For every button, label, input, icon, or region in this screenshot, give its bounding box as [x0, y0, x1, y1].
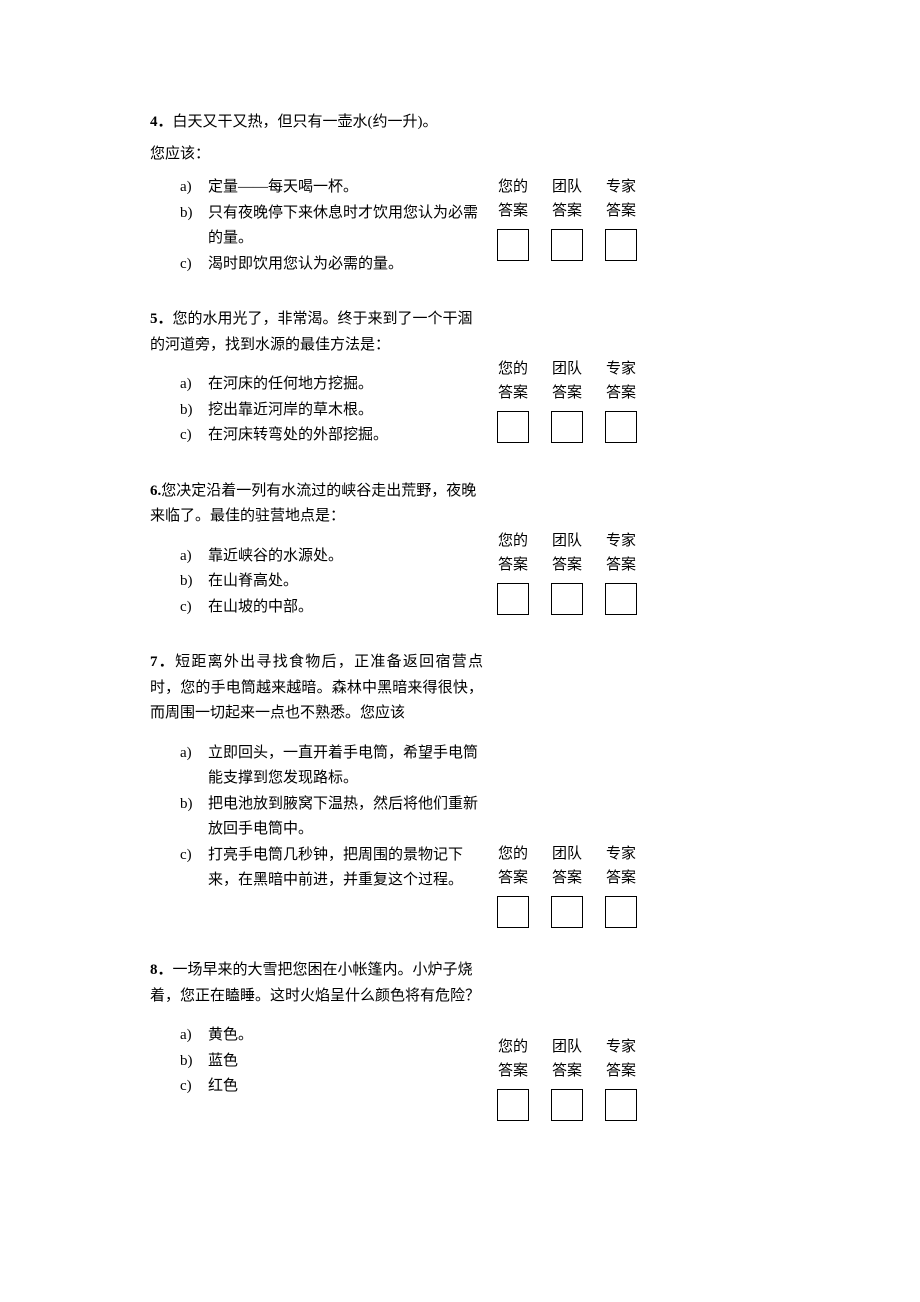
answer-box-team[interactable]	[551, 411, 583, 443]
answer-box-team[interactable]	[551, 1089, 583, 1121]
answer-col-team: 团队 答案	[549, 529, 585, 615]
question-number: 4．	[150, 114, 173, 130]
question-stem: 5．您的水用光了，非常渴。终于来到了一个干涸的河道旁，找到水源的最佳方法是：	[150, 307, 483, 358]
question-4: 4．白天又干又热，但只有一壶水(约一升)。 您应该： a) 定量——每天喝一杯。…	[150, 110, 775, 277]
options-list: a) 靠近峡谷的水源处。 b) 在山脊高处。 c) 在山坡的中部。	[150, 544, 483, 621]
answer-box-expert[interactable]	[605, 411, 637, 443]
option-a: a) 定量——每天喝一杯。	[180, 175, 483, 201]
answer-col-your: 您的 答案	[495, 175, 531, 261]
option-c: c) 渴时即饮用您认为必需的量。	[180, 252, 483, 278]
answer-col-team: 团队 答案	[549, 175, 585, 261]
answer-col-expert: 专家 答案	[603, 529, 639, 615]
question-stem: 4．白天又干又热，但只有一壶水(约一升)。	[150, 110, 775, 136]
stem-text: 白天又干又热，但只有一壶水(约一升)。	[173, 114, 438, 130]
answer-col-your: 您的 答案	[495, 529, 531, 615]
option-b: b) 挖出靠近河岸的草木根。	[180, 398, 483, 424]
stem-text: 一场早来的大雪把您困在小帐篷内。小炉子烧着，您正在瞌睡。这时火焰呈什么颜色将有危…	[150, 962, 480, 1004]
answer-box-team[interactable]	[551, 229, 583, 261]
answer-col-team: 团队 答案	[549, 1035, 585, 1121]
answer-box-expert[interactable]	[605, 583, 637, 615]
answer-box-expert[interactable]	[605, 1089, 637, 1121]
answer-col-team: 团队 答案	[549, 357, 585, 443]
question-number: 5．	[150, 311, 173, 327]
options-list: a) 黄色。 b) 蓝色 c) 红色	[150, 1023, 483, 1100]
option-b: b) 把电池放到腋窝下温热，然后将他们重新放回手电筒中。	[180, 792, 483, 843]
question-number: 7．	[150, 654, 175, 670]
option-b: b) 在山脊高处。	[180, 569, 483, 595]
question-number: 6.	[150, 483, 161, 499]
answer-box-your[interactable]	[497, 583, 529, 615]
question-stem: 8．一场早来的大雪把您困在小帐篷内。小炉子烧着，您正在瞌睡。这时火焰呈什么颜色将…	[150, 958, 483, 1009]
answer-box-team[interactable]	[551, 583, 583, 615]
document-content: 4．白天又干又热，但只有一壶水(约一升)。 您应该： a) 定量——每天喝一杯。…	[150, 110, 775, 1121]
answer-col-your: 您的 答案	[495, 1035, 531, 1121]
answer-col-team: 团队 答案	[549, 842, 585, 928]
option-c: c) 打亮手电筒几秒钟，把周围的景物记下来，在黑暗中前进，并重复这个过程。	[180, 843, 483, 894]
stem-text: 您的水用光了，非常渴。终于来到了一个干涸的河道旁，找到水源的最佳方法是：	[150, 311, 473, 353]
options-list: a) 立即回头，一直开着手电筒，希望手电筒能支撑到您发现路标。 b) 把电池放到…	[150, 741, 483, 894]
option-b: b) 蓝色	[180, 1049, 483, 1075]
question-7: 7．短距离外出寻找食物后，正准备返回宿营点时，您的手电筒越来越暗。森林中黑暗来得…	[150, 650, 775, 928]
question-stem: 6.您决定沿着一列有水流过的峡谷走出荒野，夜晚来临了。最佳的驻营地点是：	[150, 479, 483, 530]
answer-block: 您的 答案 团队 答案 专家 答案	[483, 175, 639, 261]
question-stem: 7．短距离外出寻找食物后，正准备返回宿营点时，您的手电筒越来越暗。森林中黑暗来得…	[150, 650, 483, 727]
options-list: a) 在河床的任何地方挖掘。 b) 挖出靠近河岸的草木根。 c) 在河床转弯处的…	[150, 372, 483, 449]
question-5: 5．您的水用光了，非常渴。终于来到了一个干涸的河道旁，找到水源的最佳方法是： a…	[150, 307, 775, 449]
answer-block: 您的 答案 团队 答案 专家 答案	[483, 650, 639, 928]
answer-col-expert: 专家 答案	[603, 175, 639, 261]
option-a: a) 在河床的任何地方挖掘。	[180, 372, 483, 398]
options-list: a) 定量——每天喝一杯。 b) 只有夜晚停下来休息时才饮用您认为必需的量。 c…	[150, 175, 483, 277]
question-number: 8．	[150, 962, 173, 978]
answer-box-your[interactable]	[497, 1089, 529, 1121]
answer-col-your: 您的 答案	[495, 357, 531, 443]
option-b: b) 只有夜晚停下来休息时才饮用您认为必需的量。	[180, 201, 483, 252]
answer-block: 您的 答案 团队 答案 专家 答案	[483, 479, 639, 615]
answer-block: 您的 答案 团队 答案 专家 答案	[483, 307, 639, 443]
stem-text: 短距离外出寻找食物后，正准备返回宿营点时，您的手电筒越来越暗。森林中黑暗来得很快…	[150, 654, 483, 721]
answer-block: 您的 答案 团队 答案 专家 答案	[483, 958, 639, 1121]
answer-box-team[interactable]	[551, 896, 583, 928]
answer-box-your[interactable]	[497, 229, 529, 261]
answer-box-expert[interactable]	[605, 896, 637, 928]
question-8: 8．一场早来的大雪把您困在小帐篷内。小炉子烧着，您正在瞌睡。这时火焰呈什么颜色将…	[150, 958, 775, 1121]
answer-box-your[interactable]	[497, 896, 529, 928]
option-a: a) 靠近峡谷的水源处。	[180, 544, 483, 570]
answer-col-expert: 专家 答案	[603, 842, 639, 928]
option-c: c) 在河床转弯处的外部挖掘。	[180, 423, 483, 449]
answer-col-expert: 专家 答案	[603, 1035, 639, 1121]
stem-line2: 您应该：	[150, 142, 775, 168]
answer-box-expert[interactable]	[605, 229, 637, 261]
answer-col-expert: 专家 答案	[603, 357, 639, 443]
option-a: a) 立即回头，一直开着手电筒，希望手电筒能支撑到您发现路标。	[180, 741, 483, 792]
option-c: c) 红色	[180, 1074, 483, 1100]
answer-box-your[interactable]	[497, 411, 529, 443]
question-6: 6.您决定沿着一列有水流过的峡谷走出荒野，夜晚来临了。最佳的驻营地点是： a) …	[150, 479, 775, 621]
option-c: c) 在山坡的中部。	[180, 595, 483, 621]
answer-col-your: 您的 答案	[495, 842, 531, 928]
stem-text: 您决定沿着一列有水流过的峡谷走出荒野，夜晚来临了。最佳的驻营地点是：	[150, 483, 476, 525]
option-a: a) 黄色。	[180, 1023, 483, 1049]
